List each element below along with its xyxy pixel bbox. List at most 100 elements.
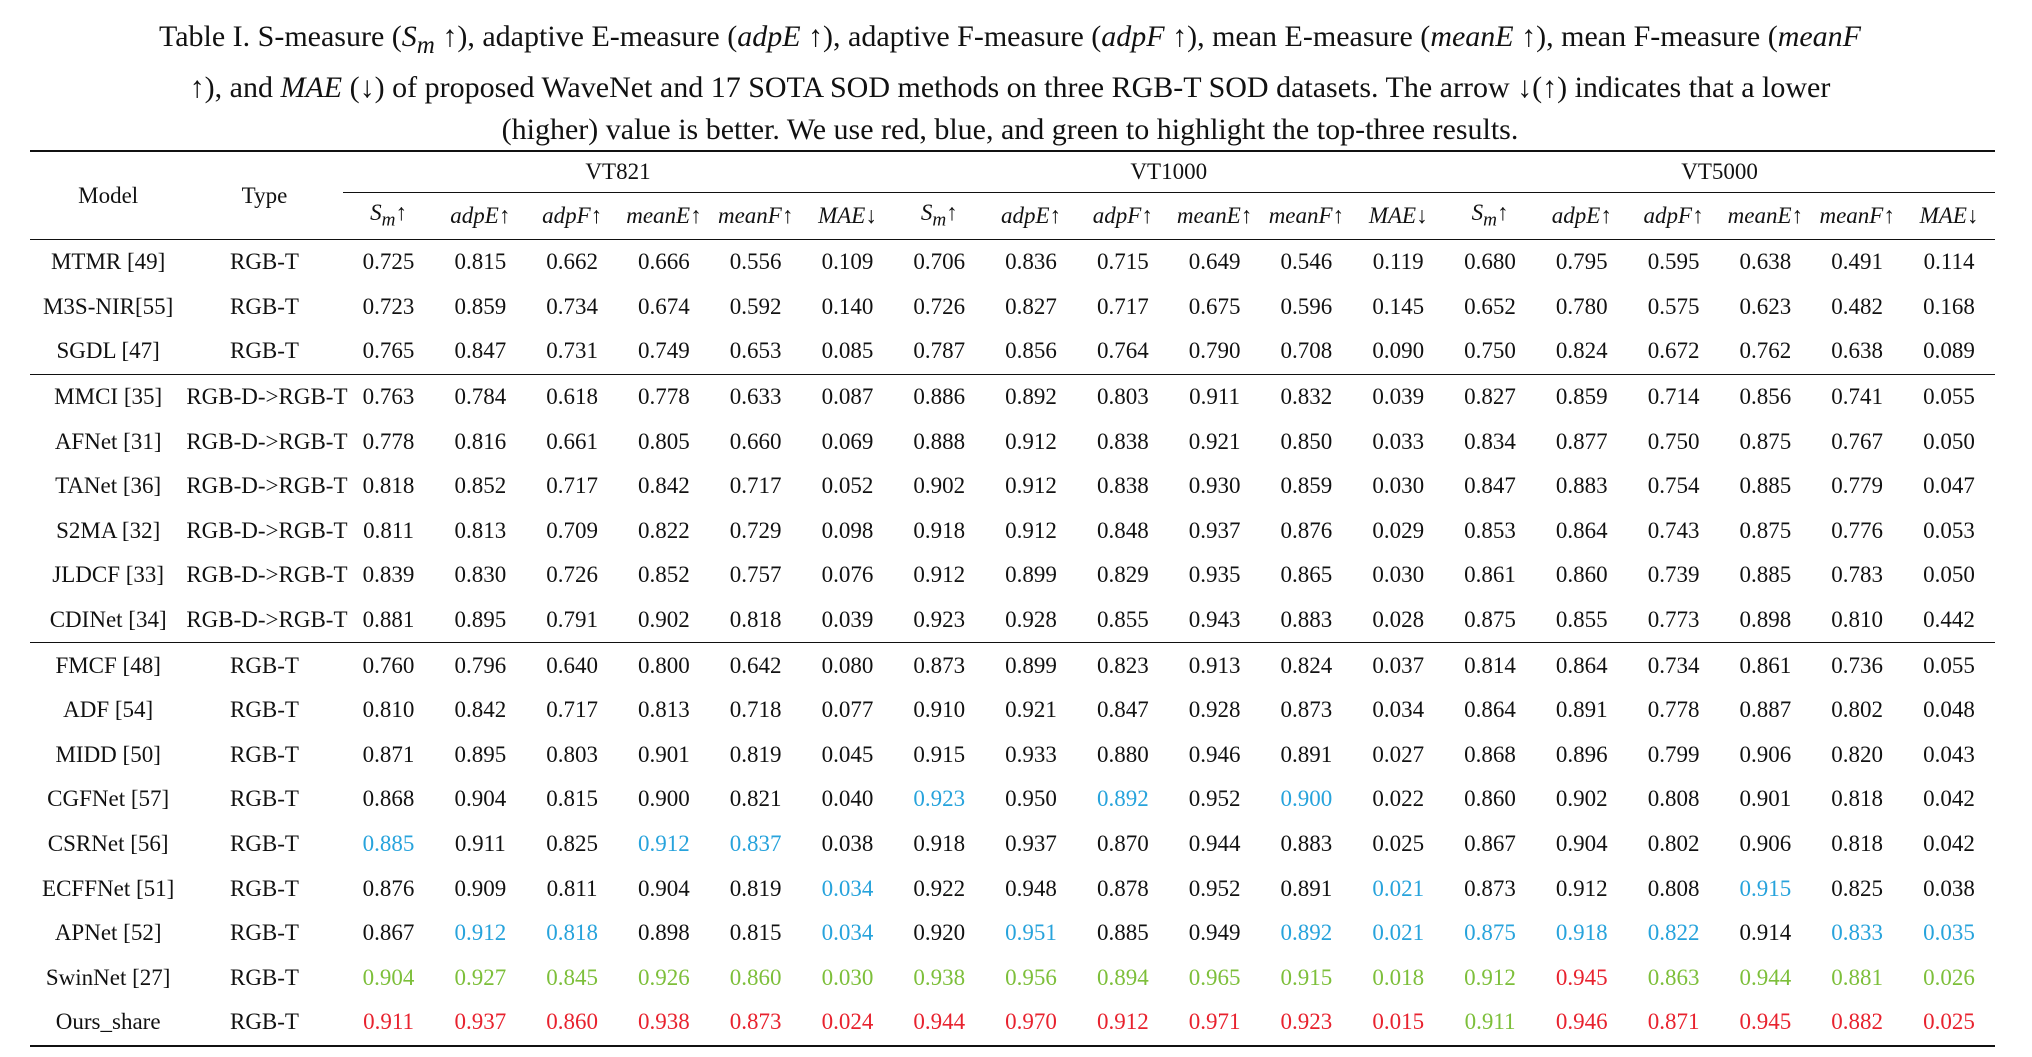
cell-value: 0.949 [1188,920,1241,946]
cell-value: 0.918 [1555,920,1608,946]
cell-type: RGB-D->RGB-T [186,607,348,633]
cell-value: 0.895 [454,607,507,633]
cell-value: 0.912 [1555,875,1608,901]
table-row: MTMR [49] RGB-T 0.725 0.815 0.662 0.666 0.556 0… [30,240,1995,285]
cell-value: 0.734 [546,293,598,319]
cell-type: RGB-T [229,293,299,319]
cell-value: 0.871 [1627,1000,1720,1047]
cell-value: 0.899 [1005,562,1057,588]
cell-value: 0.902 [1555,786,1608,812]
cell-value: 0.040 [821,786,874,812]
cell-value: 0.750 [1464,338,1516,364]
cell-value: 0.042 [1923,786,1975,812]
cell-value: 0.034 [1372,697,1425,723]
cell-model: CGFNet [57] [47,786,170,812]
cell-value: 0.033 [1372,428,1425,454]
cell-value: 0.829 [1096,562,1149,588]
cell-value: 0.837 [729,831,782,857]
table-row: CGFNet [57] RGB-T 0.868 0.904 0.815 0.900 0.82… [30,777,1995,822]
cell-value: 0.873 [893,642,986,688]
cell-value: 0.080 [801,642,894,688]
cell-value: 0.855 [1096,607,1149,633]
cell-value: 0.043 [1923,741,1975,767]
cell-value: 0.820 [1831,741,1884,767]
cell-value: 0.098 [821,517,874,543]
cell-value: 0.482 [1831,293,1884,319]
cell-value: 0.876 [1280,517,1333,543]
cell-value: 0.883 [1555,473,1608,499]
cell-value: 0.864 [1535,642,1628,688]
cell-value: 0.938 [618,1000,710,1047]
cell-value: 0.948 [1005,875,1057,901]
cell-type: RGB-T [229,920,299,946]
cell-value: 0.145 [1372,293,1425,319]
cell-value: 0.912 [1076,1000,1169,1047]
cell-value: 0.038 [1923,875,1975,901]
cell-value: 0.920 [913,920,966,946]
cell-value: 0.944 [893,1000,986,1047]
cell-value: 0.892 [1096,786,1149,812]
header-metric: adpE↑ [1535,192,1628,240]
cell-value: 0.861 [1719,642,1812,688]
cell-value: 0.767 [1831,428,1884,454]
table-row: FMCF [48] RGB-T 0.760 0.796 0.640 0.800 0.642 0… [30,642,1995,688]
table-row: ECFFNet [51] RGB-T 0.876 0.909 0.811 0.904 0.8… [30,866,1995,911]
cell-value: 0.749 [638,338,690,364]
cell-value: 0.836 [1005,249,1057,275]
cell-model: M3S-NIR[55] [42,293,174,319]
cell-value: 0.787 [913,338,966,364]
table-row: SwinNet [27] RGB-T 0.904 0.927 0.845 0.926 0.8… [30,956,1995,1001]
cell-value: 0.642 [709,642,802,688]
cell-value: 0.810 [1831,607,1884,633]
cell-value: 0.900 [1280,786,1333,812]
cell-value: 0.090 [1372,338,1425,364]
cell-value: 0.898 [1739,607,1792,633]
cell-model: SwinNet [27] [45,964,171,990]
cell-value: 0.927 [454,964,507,990]
cell-value: 0.896 [1555,741,1608,767]
cell-value: 0.883 [1280,607,1333,633]
cell-value: 0.030 [821,964,874,990]
cell-value: 0.850 [1280,428,1333,454]
header-metric: adpE↑ [434,192,527,240]
cell-value: 0.873 [1464,875,1516,901]
cell-value: 0.875 [1464,607,1516,633]
cell-value: 0.928 [1188,697,1241,723]
cell-value: 0.760 [342,642,435,688]
cell-value: 0.803 [546,741,598,767]
cell-value: 0.055 [1903,642,1995,688]
cell-value: 0.904 [454,786,507,812]
cell-value: 0.717 [546,473,598,499]
header-model: Model [30,150,187,240]
table-row: AFNet [31] RGB-D->RGB-T 0.778 0.816 0.661 0.8… [30,419,1995,464]
cell-value: 0.885 [1739,473,1792,499]
cell-value: 0.803 [1076,373,1169,420]
header-metric: MAE↓ [1352,192,1445,240]
cell-value: 0.845 [546,964,598,990]
cell-value: 0.873 [709,1000,802,1047]
cell-value: 0.910 [913,697,966,723]
caption-line-3: (higher) value is better. We use red, bl… [501,113,1519,146]
cell-value: 0.039 [1352,373,1445,420]
cell-value: 0.888 [913,428,966,454]
cell-value: 0.848 [1096,517,1149,543]
cell-value: 0.741 [1811,373,1904,420]
cell-value: 0.894 [1096,964,1149,990]
header-metric: meanE↑ [1719,192,1812,240]
cell-value: 0.965 [1188,964,1241,990]
header-metric: meanF↑ [1260,192,1353,240]
cell-model: ADF [54] [63,697,154,723]
cell-value: 0.842 [638,473,690,499]
cell-value: 0.882 [1811,1000,1904,1047]
cell-value: 0.762 [1739,338,1792,364]
cell-value: 0.034 [821,920,874,946]
cell-value: 0.913 [1168,642,1261,688]
cell-value: 0.717 [546,697,598,723]
cell-value: 0.895 [454,741,507,767]
cell-value: 0.914 [1739,920,1792,946]
cell-value: 0.951 [1005,920,1057,946]
cell-type: RGB-T [229,338,299,364]
cell-type: RGB-T [229,741,299,767]
header-dataset-vt1000: VT1000 [893,150,1445,193]
cell-value: 0.923 [1260,1000,1353,1047]
